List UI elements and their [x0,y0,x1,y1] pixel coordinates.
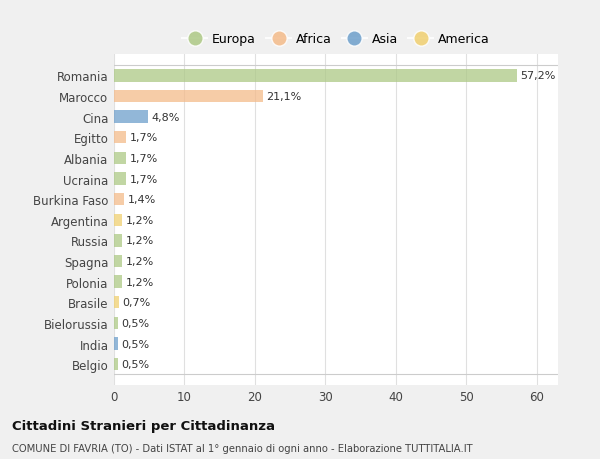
Text: 21,1%: 21,1% [266,92,301,102]
Bar [114,276,122,288]
Text: 1,7%: 1,7% [130,174,158,184]
Text: 57,2%: 57,2% [521,71,556,81]
Text: 0,7%: 0,7% [122,297,151,308]
Text: 1,2%: 1,2% [126,277,154,287]
Text: 1,7%: 1,7% [130,154,158,163]
Text: 4,8%: 4,8% [151,112,180,123]
Bar [114,317,118,330]
Text: Cittadini Stranieri per Cittadinanza: Cittadini Stranieri per Cittadinanza [12,419,275,432]
Bar [114,173,126,185]
Bar [114,214,122,226]
Text: 1,2%: 1,2% [126,257,154,267]
Bar [114,297,119,309]
Legend: Europa, Africa, Asia, America: Europa, Africa, Asia, America [177,28,495,51]
Bar [114,235,122,247]
Bar [114,91,263,103]
Text: 0,5%: 0,5% [121,318,149,328]
Text: 0,5%: 0,5% [121,339,149,349]
Text: 1,2%: 1,2% [126,215,154,225]
Bar [114,358,118,370]
Bar [114,152,126,165]
Bar [114,70,517,83]
Bar [114,111,148,123]
Bar [114,194,124,206]
Text: 1,7%: 1,7% [130,133,158,143]
Text: 1,2%: 1,2% [126,236,154,246]
Text: 0,5%: 0,5% [121,359,149,369]
Text: COMUNE DI FAVRIA (TO) - Dati ISTAT al 1° gennaio di ogni anno - Elaborazione TUT: COMUNE DI FAVRIA (TO) - Dati ISTAT al 1°… [12,443,473,453]
Bar [114,255,122,268]
Bar [114,132,126,144]
Text: 1,4%: 1,4% [127,195,155,205]
Bar [114,338,118,350]
